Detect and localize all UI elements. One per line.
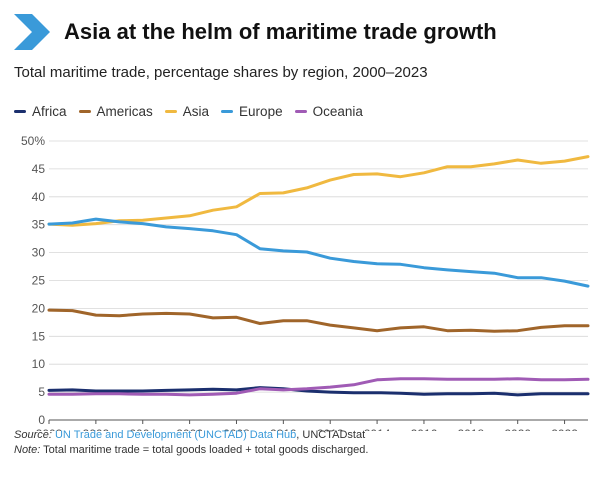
legend-item-africa: Africa: [14, 104, 67, 119]
x-tick-label: 2004: [129, 427, 156, 431]
header: Asia at the helm of maritime trade growt…: [14, 14, 497, 50]
legend-swatch: [164, 110, 177, 113]
legend-swatch: [221, 110, 234, 113]
x-tick-label: 2016: [411, 427, 438, 431]
source-label: Source:: [14, 429, 52, 441]
legend-label: Oceania: [312, 104, 363, 119]
source-link[interactable]: UN Trade and Development (UNCTAD) Data H…: [54, 429, 297, 441]
y-tick-label: 10: [32, 357, 46, 371]
source-rest: , UNCTADstat: [296, 429, 366, 441]
chart-subtitle: Total maritime trade, percentage shares …: [14, 64, 428, 81]
y-tick-label: 5: [38, 385, 45, 399]
chevron-icon: [14, 14, 50, 50]
legend: Africa Americas Asia Europe Oceania: [14, 104, 363, 119]
line-chart: 0 5 10 15 20 25 30 35 40 45 50% 2000 2002 2004 2006 200…: [21, 134, 590, 431]
y-tick-label: 25: [32, 274, 46, 288]
legend-label: Asia: [182, 104, 210, 119]
chevron-shape: [14, 14, 50, 50]
y-tick-label: 40: [32, 190, 46, 204]
note-label: Note:: [14, 444, 41, 456]
note-text: Total maritime trade = total goods loade…: [43, 444, 369, 456]
legend-item-asia: Asia: [164, 104, 210, 119]
legend-item-oceania: Oceania: [294, 104, 363, 119]
series-line-europe: [47, 217, 590, 288]
legend-label: Americas: [96, 104, 153, 119]
legend-label: Europe: [239, 104, 283, 119]
x-tick-label: 2000: [36, 427, 63, 431]
y-tick-label: 15: [32, 329, 46, 343]
legend-label: Africa: [32, 104, 67, 119]
y-tick-label: 20: [32, 301, 46, 315]
legend-item-americas: Americas: [78, 104, 153, 119]
x-tick-label: 2012: [317, 427, 344, 431]
y-tick-label: 30: [32, 246, 46, 260]
x-tick-label: 2018: [457, 427, 484, 431]
series-layer: [47, 155, 590, 397]
x-tick-label: 2006: [176, 427, 203, 431]
series-line-asia: [47, 155, 590, 227]
x-tick-label: 2020: [504, 427, 531, 431]
x-tick-label: 2014: [364, 427, 391, 431]
x-tick-label: 2008: [223, 427, 250, 431]
source-note: Source: UN Trade and Development (UNCTAD…: [14, 429, 365, 441]
tick-layer: 0 5 10 15 20 25 30 35 40 45 50% 2000 2002 2004 2006 200…: [21, 134, 578, 431]
page-title: Asia at the helm of maritime trade growt…: [64, 19, 497, 44]
x-tick-label: 2002: [83, 427, 110, 431]
y-tick-label: 50%: [21, 134, 45, 148]
y-tick-label: 0: [38, 413, 45, 427]
y-tick-label: 35: [32, 218, 46, 232]
footnote: Note: Total maritime trade = total goods…: [14, 444, 368, 456]
legend-swatch: [78, 110, 91, 113]
y-tick-label: 45: [32, 162, 46, 176]
legend-swatch: [294, 110, 307, 113]
series-line-oceania: [47, 377, 590, 397]
x-tick-label: 2010: [270, 427, 297, 431]
legend-item-europe: Europe: [221, 104, 283, 119]
series-line-africa: [47, 386, 590, 397]
x-tick-label: 2022: [551, 427, 578, 431]
series-line-americas: [47, 308, 590, 333]
legend-swatch: [14, 110, 26, 113]
